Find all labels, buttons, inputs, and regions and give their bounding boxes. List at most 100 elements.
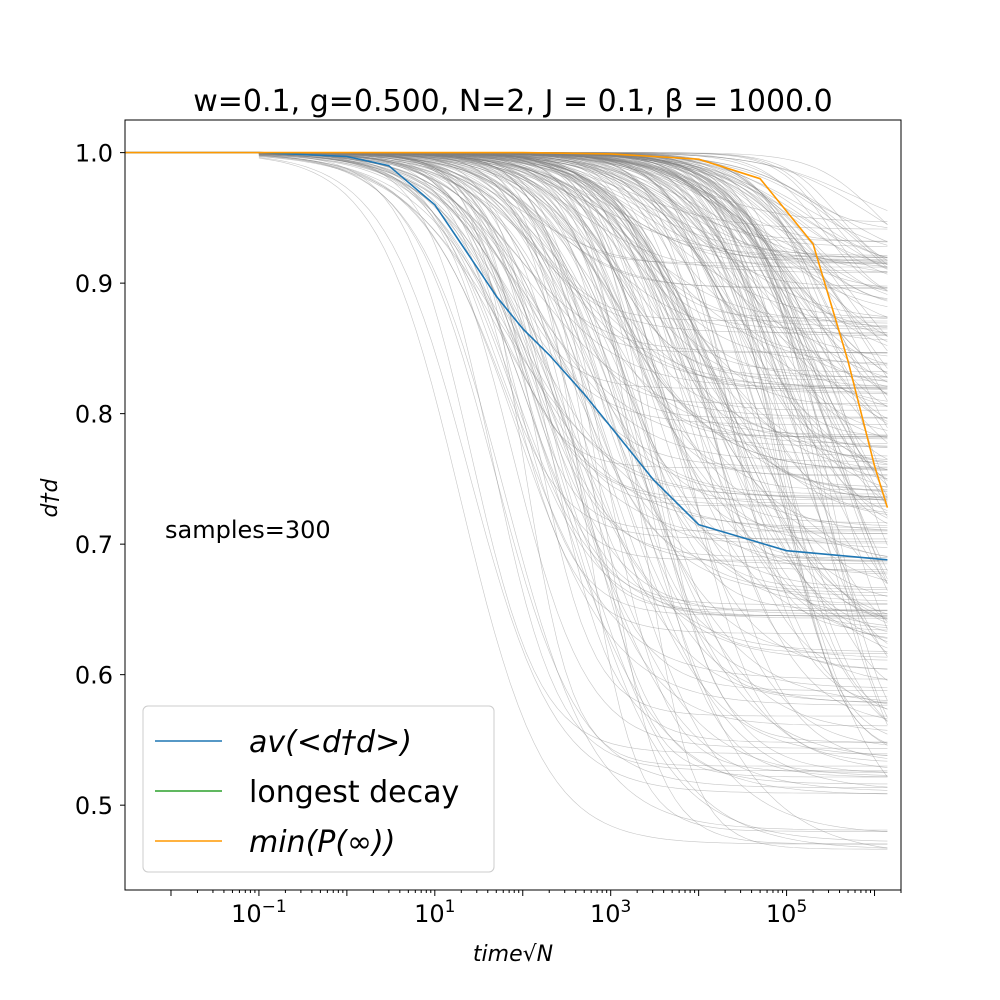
sample-line (258, 154, 888, 849)
sample-line (258, 152, 888, 353)
x-tick-label: 101 (414, 897, 455, 928)
sample-line (258, 152, 888, 394)
sample-line (258, 152, 888, 471)
sample-line (258, 152, 888, 772)
sample-line (258, 153, 888, 832)
series-lines (125, 151, 889, 561)
sample-line (258, 157, 888, 794)
sample-line (258, 152, 888, 470)
sample-line (258, 152, 888, 634)
legend: av(<d†d>) longest decay min(P(∞)) (142, 705, 495, 873)
chart-title: w=0.1, g=0.500, N=2, J = 0.1, β = 1000.0 (193, 84, 833, 119)
sample-line (258, 152, 888, 701)
sample-line (258, 156, 888, 499)
sample-line (258, 152, 888, 691)
y-tick-label: 0.7 (75, 531, 113, 559)
sample-line (258, 154, 888, 448)
sample-line (258, 152, 888, 469)
sample-line (258, 152, 888, 589)
legend-label-min-p-inf: min(P(∞)) (249, 825, 395, 860)
average-line (125, 151, 888, 561)
sample-line (258, 153, 888, 507)
sample-line (258, 152, 888, 557)
sample-line (258, 152, 888, 268)
x-tick-label: 103 (590, 897, 631, 928)
sample-line (258, 153, 888, 788)
sample-line (258, 152, 888, 324)
sample-line (258, 152, 888, 731)
x-tick-label: 105 (766, 897, 807, 928)
sample-line (258, 152, 888, 500)
y-tick-label: 0.9 (75, 270, 113, 298)
sample-line (258, 155, 888, 831)
sample-line (258, 153, 888, 497)
x-tick-label: 10−1 (231, 897, 287, 928)
min-p-inf-line (125, 151, 889, 508)
x-axis-label: time√N (473, 942, 553, 967)
sample-line (258, 152, 888, 717)
y-axis-label: d†d (38, 478, 63, 518)
legend-label-average: av(<d†d>) (249, 725, 412, 760)
sample-line (258, 152, 888, 366)
sample-line (258, 152, 888, 593)
y-tick-label: 1.0 (75, 140, 113, 168)
sample-line (258, 153, 888, 612)
sample-line (258, 152, 888, 258)
sample-line (258, 152, 888, 563)
sample-line (258, 152, 888, 688)
sample-line (258, 152, 888, 743)
sample-line (258, 152, 888, 447)
sample-line (258, 157, 888, 845)
sample-line (258, 152, 888, 704)
sample-line (258, 152, 888, 642)
sample-line (258, 152, 888, 573)
sample-line (258, 153, 888, 749)
sample-line (258, 152, 888, 602)
sample-line (258, 154, 888, 661)
sample-line (258, 153, 888, 842)
legend-frame (142, 705, 495, 873)
sample-line (258, 153, 888, 425)
y-tick-label: 0.8 (75, 401, 113, 429)
sample-line (258, 153, 888, 418)
plot-frame (124, 119, 902, 891)
sample-line (258, 153, 888, 393)
sample-line (258, 152, 888, 334)
sample-line (258, 154, 888, 795)
sample-line (258, 153, 888, 619)
sample-line (258, 154, 888, 788)
sample-line (258, 152, 888, 436)
sample-line (258, 153, 888, 791)
y-tick-label: 0.5 (75, 792, 113, 820)
sample-line (258, 152, 888, 336)
sample-line (258, 152, 888, 570)
y-tick-label: 0.6 (75, 662, 113, 690)
sample-line (258, 152, 888, 495)
sample-line (258, 155, 888, 706)
sample-line (258, 152, 888, 756)
y-axis-ticks: 0.5 0.6 0.7 0.8 0.9 1.0 (75, 140, 125, 820)
sample-line (258, 152, 888, 289)
sample-line (258, 152, 888, 390)
sample-line (258, 153, 888, 617)
sample-line (258, 152, 888, 605)
sample-line (258, 155, 888, 680)
samples-annotation: samples=300 (165, 516, 331, 544)
sample-line (258, 153, 888, 849)
sample-line (258, 152, 888, 273)
sample-line (258, 153, 888, 754)
sample-line (258, 152, 888, 633)
sample-line (258, 152, 888, 272)
sample-line (258, 152, 888, 389)
sample-line (258, 152, 888, 658)
sample-line (258, 155, 888, 542)
sample-line (258, 152, 888, 767)
sample-line (258, 152, 888, 768)
sample-line (258, 152, 888, 561)
sample-line (258, 152, 888, 389)
sample-line (258, 153, 888, 462)
sample-line (258, 152, 888, 288)
sample-line (258, 152, 888, 548)
sample-line (258, 152, 888, 507)
